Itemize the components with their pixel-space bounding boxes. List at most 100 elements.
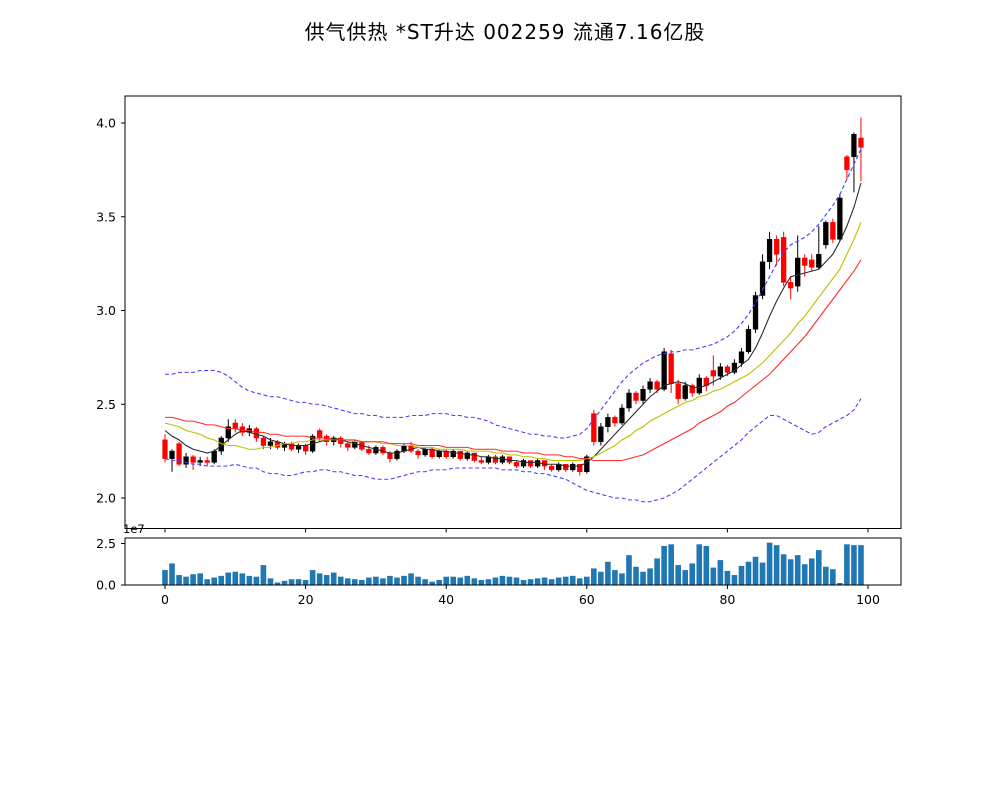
volume-bar [548, 579, 555, 585]
volume-bar [443, 576, 449, 585]
candle-body [520, 460, 527, 467]
volume-bar [225, 572, 232, 585]
candle-body [647, 381, 653, 390]
candle-body [809, 259, 815, 268]
volume-bar [302, 580, 309, 585]
candle-body [619, 407, 625, 424]
volume-bar [710, 567, 717, 585]
volume-bar [436, 580, 442, 585]
candle-body [204, 460, 210, 463]
candle-body [823, 222, 829, 246]
candle-body [232, 422, 238, 429]
volume-bar [808, 558, 815, 585]
volume-bar [478, 580, 485, 585]
volume-bar [288, 579, 295, 585]
candle-body [288, 443, 295, 450]
volume-bar [555, 577, 562, 585]
candle-body [724, 366, 731, 373]
volume-bar [169, 563, 175, 585]
candle-body [471, 452, 477, 461]
volume-bar [366, 577, 372, 585]
ma-mid-line [164, 222, 862, 462]
candle-body [640, 389, 646, 401]
x-tick-label: 60 [579, 592, 595, 607]
volume-bar [344, 578, 351, 585]
candle-body [682, 385, 688, 399]
volume-axes-frame [124, 537, 902, 586]
y-tick-label: 4.0 [96, 116, 116, 131]
candle-body [689, 385, 695, 394]
volume-bar [682, 570, 689, 585]
volume-bar [513, 577, 520, 585]
candle-body [788, 282, 794, 289]
volume-bar [506, 576, 513, 585]
candle-body [415, 450, 421, 456]
volume-bar [190, 574, 196, 585]
candle-body [267, 441, 274, 446]
candle-body [858, 137, 864, 148]
candle-body [731, 362, 738, 373]
volume-bar [204, 579, 210, 585]
volume-bar [661, 545, 667, 585]
candle-body [429, 449, 435, 457]
volume-bar [731, 575, 738, 585]
x-tick-label: 40 [438, 592, 454, 607]
volume-bar [415, 576, 421, 585]
volume-bar [457, 577, 464, 585]
volume-bar [197, 573, 203, 585]
candle-body [696, 377, 702, 394]
candle-body [549, 465, 555, 471]
candle-body [675, 383, 681, 399]
volume-bar [801, 564, 808, 585]
volume-bar [239, 573, 246, 585]
candle-body [830, 222, 836, 240]
candle-body [851, 134, 857, 157]
volume-bar [837, 583, 843, 585]
candle-body [295, 445, 302, 450]
candle-body [527, 460, 534, 467]
volume-bar [619, 573, 625, 585]
candle-body [436, 450, 442, 457]
volume-bar [668, 544, 674, 585]
bollinger-lower-line [164, 398, 862, 503]
candle-body [795, 257, 801, 287]
volume-bar [640, 571, 646, 585]
volume-bar [703, 545, 710, 585]
volume-bar [274, 582, 281, 585]
candle-body [422, 449, 428, 456]
volume-bar [787, 559, 794, 585]
volume-y-tick-label: 0.0 [96, 578, 116, 593]
main-panel: 2.0 2.5 3.0 3.5 4.0 [96, 95, 902, 533]
volume-bar [823, 566, 829, 585]
volume-bar [337, 576, 344, 585]
volume-bar [429, 581, 435, 585]
volume-bar [408, 573, 414, 585]
volume-bar [309, 570, 316, 585]
candle-body [176, 443, 182, 465]
volume-bar [499, 575, 506, 585]
candle-body [598, 426, 604, 442]
volume-bar [815, 550, 822, 585]
volume-bar [738, 565, 745, 585]
volume-bar [359, 580, 365, 585]
candle-body [780, 237, 787, 283]
candle-body [387, 452, 393, 459]
volume-bar [724, 570, 731, 585]
candle-body [345, 443, 351, 448]
candle-body [513, 462, 520, 467]
volume-bar [492, 577, 499, 585]
volume-bar [830, 569, 836, 585]
volume-axis-offset-label: 1e7 [123, 522, 145, 536]
volume-bar [260, 565, 267, 585]
volume-bar [450, 576, 457, 585]
volume-bar [485, 579, 492, 585]
volume-bar [401, 575, 407, 585]
candle-body [745, 329, 752, 352]
candle-body [563, 464, 569, 471]
volume-bar [745, 561, 752, 585]
volume-bar [851, 545, 857, 585]
candle-body [478, 460, 485, 463]
candle-body [633, 392, 639, 401]
volume-bar [176, 575, 182, 585]
